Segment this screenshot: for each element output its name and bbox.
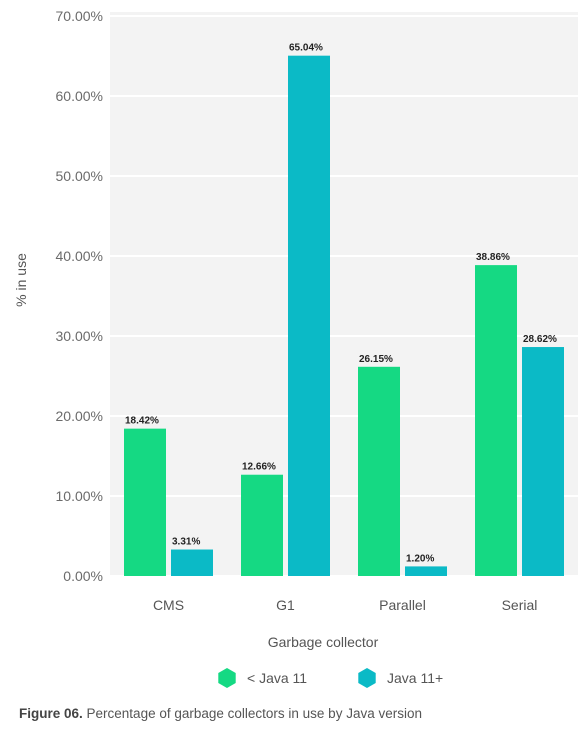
y-tick-label: 20.00% (56, 408, 103, 424)
legend-label: < Java 11 (247, 670, 307, 686)
bar (288, 55, 330, 577)
legend-swatch (218, 668, 236, 688)
bar-value-label: 12.66% (242, 462, 276, 473)
bar-value-label: 3.31% (172, 537, 200, 548)
x-tick-label: CMS (153, 597, 184, 613)
y-axis-ticks: 0.00% 10.00% 20.00% 30.00% 40.00% 50.00% 60.00… (56, 8, 103, 584)
bar-value-label: 26.15% (359, 354, 393, 365)
y-tick-label: 0.00% (63, 568, 103, 584)
figure-label: Figure 06. (19, 706, 83, 721)
bar (475, 265, 517, 576)
legend-swatch (358, 668, 376, 688)
y-tick-label: 70.00% (56, 8, 103, 24)
bar (171, 549, 213, 576)
y-tick-label: 40.00% (56, 248, 103, 264)
bar-value-label: 38.86% (476, 252, 510, 263)
x-tick-label: Parallel (379, 597, 426, 613)
y-axis-label: % in use (13, 253, 29, 307)
caption-text: Percentage of garbage collectors in use … (82, 706, 422, 721)
bar (241, 474, 283, 576)
bar (124, 428, 166, 576)
bar (358, 366, 400, 576)
x-axis-label: Garbage collector (268, 634, 379, 650)
bar-chart: 0.00% 10.00% 20.00% 30.00% 40.00% 50.00% 60.00… (13, 8, 578, 688)
bar-value-label: 65.04% (289, 43, 323, 54)
y-tick-label: 30.00% (56, 328, 103, 344)
bar (522, 347, 564, 576)
figure-caption: Figure 06. Percentage of garbage collect… (19, 706, 422, 721)
y-tick-label: 10.00% (56, 488, 103, 504)
x-axis-ticks: CMS G1 Parallel Serial (153, 597, 537, 613)
y-tick-label: 60.00% (56, 88, 103, 104)
x-tick-label: G1 (276, 597, 295, 613)
bar (405, 566, 447, 576)
legend-label: Java 11+ (387, 670, 443, 686)
y-tick-label: 50.00% (56, 168, 103, 184)
bar-value-label: 1.20% (406, 553, 434, 564)
bars: 18.42% 3.31% 12.66% 65.04% 26.15% 1.20% 38.86%… (124, 43, 564, 577)
legend: < Java 11 Java 11+ (218, 668, 443, 688)
bar-value-label: 28.62% (523, 334, 557, 345)
bar-value-label: 18.42% (125, 416, 159, 427)
x-tick-label: Serial (502, 597, 538, 613)
